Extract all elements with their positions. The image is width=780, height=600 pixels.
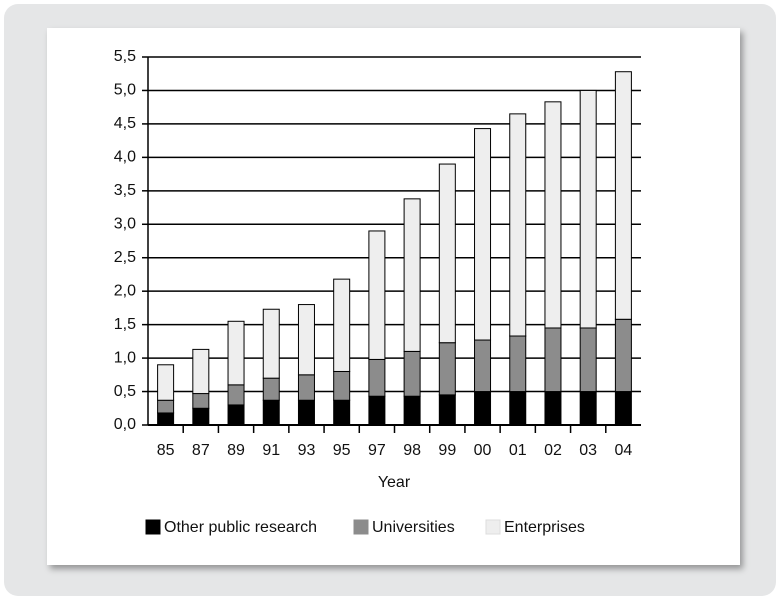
x-tick-label: 85 — [157, 442, 175, 459]
x-tick-label: 03 — [579, 442, 597, 459]
x-tick-label: 02 — [544, 442, 562, 459]
bar-segment — [509, 335, 527, 393]
bar-segment — [614, 318, 632, 393]
bar-segment — [403, 350, 421, 397]
bar-segment — [227, 404, 245, 426]
bar-segment — [192, 348, 210, 395]
legend-label: Universities — [372, 519, 455, 536]
bar-segment — [368, 358, 386, 397]
bar-segment — [403, 198, 421, 352]
bar-segment — [262, 308, 280, 379]
y-tick-label: 5,5 — [114, 48, 136, 65]
x-tick-label: 97 — [368, 442, 386, 459]
x-tick-label: 04 — [614, 442, 632, 459]
bar-segment — [227, 384, 245, 406]
x-tick-label: 98 — [403, 442, 421, 459]
bar-segment — [438, 394, 456, 426]
bar-segment — [262, 377, 280, 401]
legend-swatch — [485, 519, 501, 535]
bar-segment — [614, 391, 632, 426]
bar-segment — [474, 128, 492, 341]
y-tick-label: 1,5 — [114, 316, 136, 333]
legend-label: Other public research — [164, 519, 317, 536]
legend-swatch — [353, 519, 369, 535]
x-tick-label: 87 — [192, 442, 210, 459]
bar-segment — [614, 71, 632, 320]
bar-segment — [333, 370, 351, 401]
x-tick-label: 91 — [262, 442, 280, 459]
bar-segment — [438, 342, 456, 396]
bar-segment — [509, 391, 527, 426]
bar-segment — [579, 391, 597, 426]
x-tick-label: 01 — [509, 442, 527, 459]
y-tick-label: 3,0 — [114, 215, 136, 232]
y-tick-label: 0,5 — [114, 383, 136, 400]
bar-segment — [579, 327, 597, 393]
bar-segment — [192, 407, 210, 426]
bar-segment — [544, 327, 562, 393]
bar-segment — [297, 304, 315, 376]
x-tick-label: 93 — [298, 442, 316, 459]
bar-segment — [297, 399, 315, 426]
y-tick-label: 2,0 — [114, 282, 136, 299]
y-tick-label: 1,0 — [114, 349, 136, 366]
y-tick-label: 5,0 — [114, 82, 136, 99]
bar-segment — [333, 399, 351, 426]
bar-segment — [192, 393, 210, 409]
bar-segment — [474, 391, 492, 426]
y-tick-label: 0,0 — [114, 416, 136, 433]
bar-segment — [509, 113, 527, 337]
bar-segment — [157, 364, 175, 401]
x-tick-label: 95 — [333, 442, 351, 459]
bar-segment — [544, 101, 562, 329]
bar-segment — [333, 278, 351, 372]
bar-segment — [368, 395, 386, 426]
y-tick-label: 2,5 — [114, 249, 136, 266]
bar-segment — [368, 230, 386, 360]
bar-segment — [403, 395, 421, 426]
bar-segment — [262, 399, 280, 426]
bar-segment — [579, 89, 597, 329]
bar-segment — [157, 412, 175, 426]
x-axis-label: Year — [378, 474, 411, 491]
bar-segment — [438, 163, 456, 344]
y-tick-label: 4,5 — [114, 115, 136, 132]
bar-segment — [544, 391, 562, 426]
bar-segment — [227, 320, 245, 386]
x-tick-label: 00 — [474, 442, 492, 459]
legend-label: Enterprises — [504, 519, 585, 536]
legend-swatch — [145, 519, 161, 535]
x-tick-label: 89 — [227, 442, 245, 459]
bar-segment — [474, 339, 492, 393]
y-tick-label: 3,5 — [114, 182, 136, 199]
x-tick-label: 99 — [438, 442, 456, 459]
bar-segment — [297, 374, 315, 401]
bar-segment — [157, 399, 175, 414]
y-tick-label: 4,0 — [114, 149, 136, 166]
